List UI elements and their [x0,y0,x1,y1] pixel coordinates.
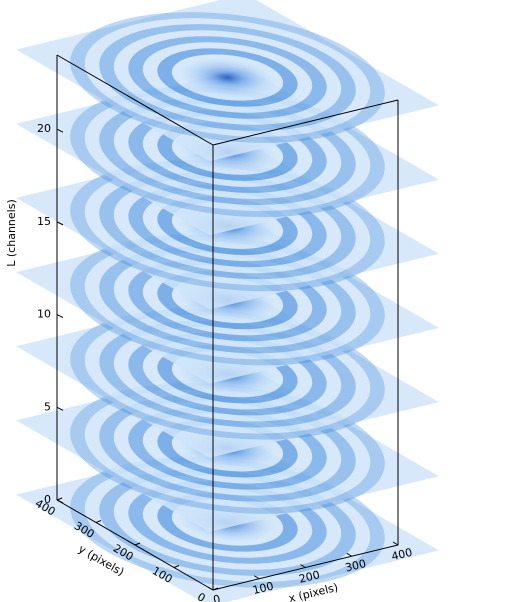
y-tick [95,520,102,523]
box-edge [212,99,399,146]
ring [128,36,327,119]
x-tick [392,541,399,546]
z-tick-label: 5 [44,400,51,413]
y-tick [56,497,63,501]
x-tick [207,586,214,591]
x-tick [253,575,260,580]
z-tick-label: 20 [37,122,51,135]
ring [157,48,298,107]
y-tick-label: 0 [195,590,208,602]
x-tick-label: 100 [251,579,274,597]
x-tick-label: 200 [298,568,321,586]
z-tick [56,128,64,133]
z-tick-label: 0 [44,493,51,506]
z-axis-label: L (channels) [5,199,18,266]
z-tick [56,406,64,411]
x-tick-label: 0 [212,592,222,602]
ring [70,12,385,143]
y-tick [134,542,141,546]
x-tick-label: 400 [390,546,413,564]
core [179,57,276,98]
z-tick [56,499,64,504]
y-tick [173,565,180,568]
slices [16,0,439,602]
x-tick [346,552,353,557]
box-edge [56,54,214,146]
x-tick [300,564,306,568]
y-tick [212,587,219,591]
z-tick [56,314,64,319]
z-tick [56,221,64,226]
x-tick-label: 300 [344,557,367,575]
z-tick-label: 15 [37,215,51,228]
z-tick-label: 10 [37,308,51,321]
